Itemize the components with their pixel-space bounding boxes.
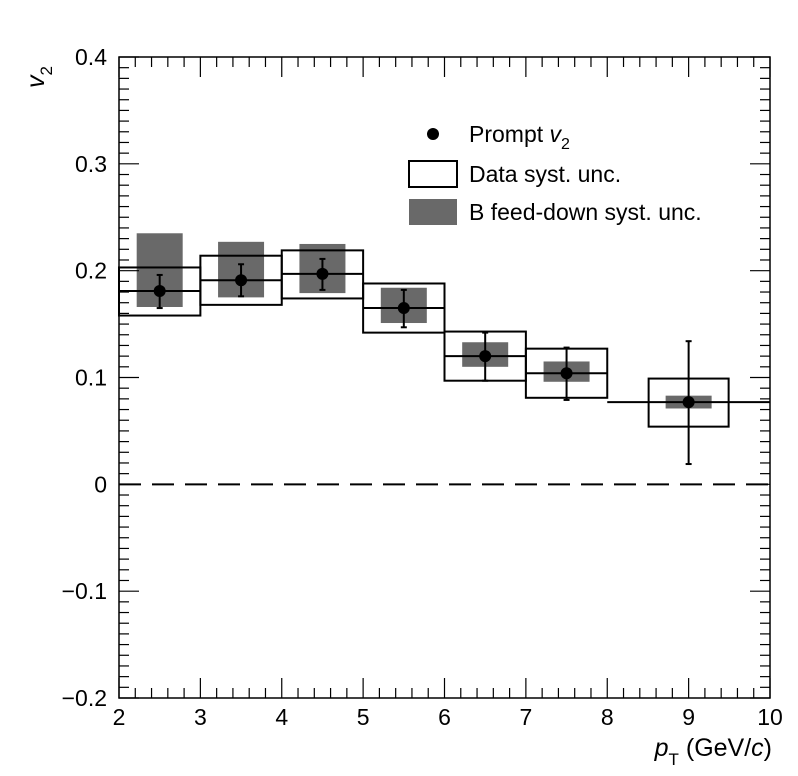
data-point-5 bbox=[561, 367, 573, 379]
data-point-3 bbox=[398, 302, 410, 314]
x-tick-label: 4 bbox=[275, 704, 288, 730]
y-tick-label: −0.2 bbox=[62, 685, 107, 711]
legend-label-data-syst: Data syst. unc. bbox=[469, 161, 621, 187]
y-tick-label: 0.3 bbox=[75, 151, 107, 177]
y-tick-label: −0.1 bbox=[62, 578, 107, 604]
data-point-1 bbox=[235, 274, 247, 286]
x-tick-label: 10 bbox=[757, 704, 783, 730]
y-tick-label: 0.1 bbox=[75, 365, 107, 391]
y-tick-label: 0.2 bbox=[75, 258, 107, 284]
legend-swatch-data-syst bbox=[409, 161, 457, 187]
x-tick-label: 5 bbox=[357, 704, 370, 730]
x-tick-label: 9 bbox=[682, 704, 695, 730]
data-point-2 bbox=[316, 268, 328, 280]
legend-marker-prompt bbox=[427, 128, 439, 140]
x-tick-label: 7 bbox=[519, 704, 532, 730]
legend-label-bfeed-syst: B feed-down syst. unc. bbox=[469, 199, 702, 225]
y-tick-label: 0.4 bbox=[75, 44, 107, 70]
x-tick-label: 3 bbox=[194, 704, 207, 730]
legend-swatch-bfeed-syst bbox=[409, 199, 457, 225]
data-point-6 bbox=[683, 396, 695, 408]
x-tick-label: 2 bbox=[113, 704, 126, 730]
data-point-4 bbox=[479, 350, 491, 362]
data-point-0 bbox=[154, 285, 166, 297]
x-tick-label: 6 bbox=[438, 704, 451, 730]
x-tick-label: 8 bbox=[601, 704, 614, 730]
y-tick-label: 0 bbox=[94, 471, 107, 497]
